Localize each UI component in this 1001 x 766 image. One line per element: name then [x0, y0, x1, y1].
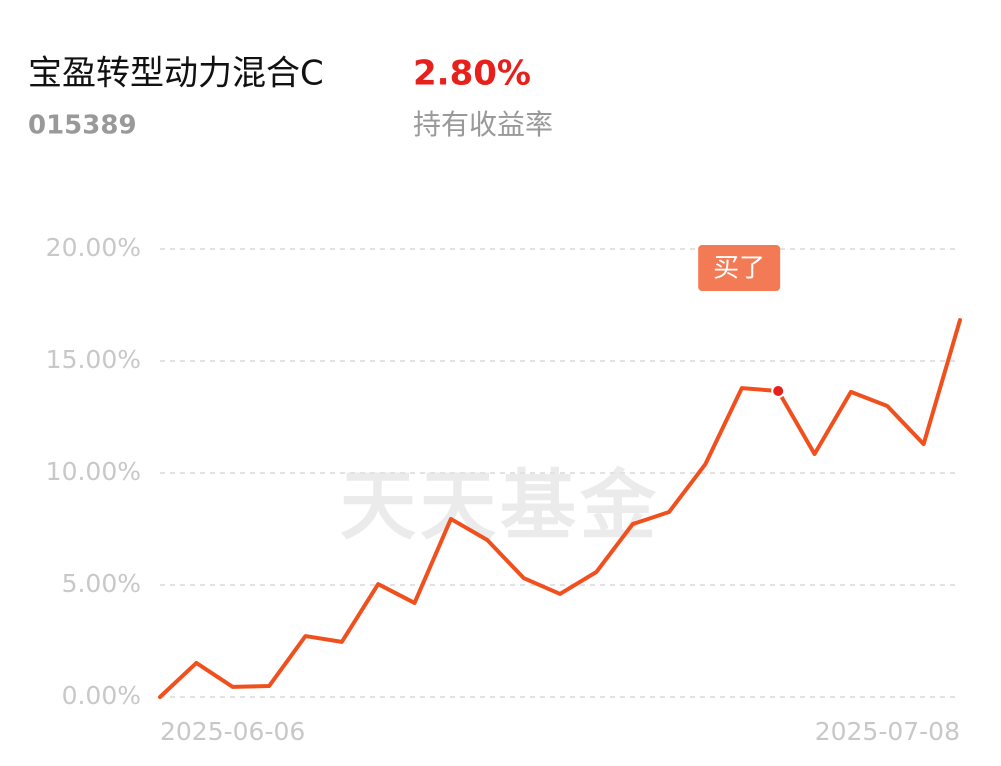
- y-tick-label: 15.00%: [46, 345, 141, 374]
- fund-code: 015389: [28, 111, 137, 141]
- fund-name: 宝盈转型动力混合C: [28, 54, 324, 94]
- x-tick-label: 2025-06-06: [160, 717, 305, 746]
- watermark: 天天基金: [340, 461, 660, 550]
- marker-label: 买了: [713, 254, 765, 284]
- buy-point: [771, 384, 786, 399]
- return-value: 2.80%: [413, 54, 531, 94]
- y-tick-label: 20.00%: [46, 233, 141, 262]
- line: [158, 318, 962, 699]
- x-tick-label: 2025-07-08: [815, 717, 960, 746]
- marker-tag: [698, 245, 781, 291]
- return-label: 持有收益率: [413, 108, 553, 141]
- y-tick-label: 10.00%: [46, 457, 141, 486]
- y-tick-label: 5.00%: [62, 569, 141, 598]
- y-tick-label: 0.00%: [62, 681, 141, 710]
